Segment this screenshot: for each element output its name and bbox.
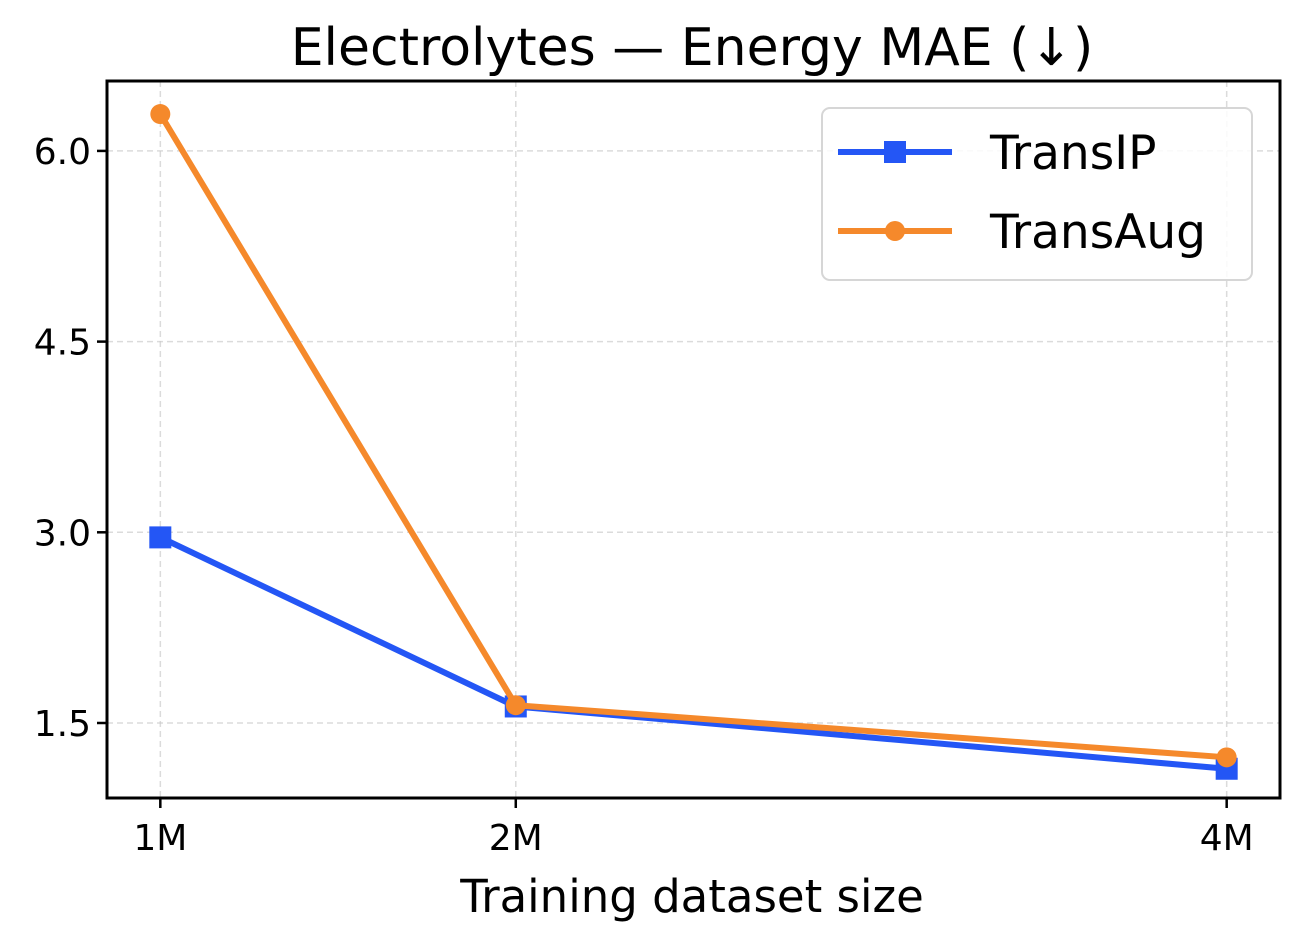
legend: TransIP TransAug bbox=[821, 107, 1253, 281]
y-tick-label: 3.0 bbox=[34, 513, 91, 554]
series-point bbox=[505, 695, 526, 716]
series-point bbox=[149, 526, 172, 549]
series-point bbox=[1216, 747, 1237, 768]
legend-label: TransIP bbox=[989, 126, 1156, 181]
chart-title: Electrolytes — Energy MAE (↓) bbox=[291, 18, 1094, 78]
series-layer bbox=[149, 104, 1238, 780]
x-tick-label: 1M bbox=[133, 818, 187, 859]
y-tick-label: 6.0 bbox=[34, 132, 91, 173]
axis-ticks: 1M 2M 4M 1.5 3.0 4.5 6.0 bbox=[34, 132, 1254, 859]
series-point bbox=[884, 141, 906, 163]
series-point bbox=[150, 104, 171, 125]
x-tick-label: 4M bbox=[1200, 818, 1254, 859]
plot-frame bbox=[105, 79, 1282, 800]
y-tick-label: 1.5 bbox=[34, 704, 91, 745]
x-axis-label: Training dataset size bbox=[459, 870, 924, 923]
grid-lines bbox=[107, 81, 1280, 798]
x-tick-label: 2M bbox=[489, 818, 543, 859]
series-line bbox=[157, 534, 1230, 772]
legend-label: TransAug bbox=[989, 205, 1206, 260]
series-transaug bbox=[150, 104, 1237, 768]
series-transip bbox=[149, 526, 1238, 780]
series-point bbox=[885, 221, 905, 241]
y-tick-label: 4.5 bbox=[34, 323, 91, 364]
